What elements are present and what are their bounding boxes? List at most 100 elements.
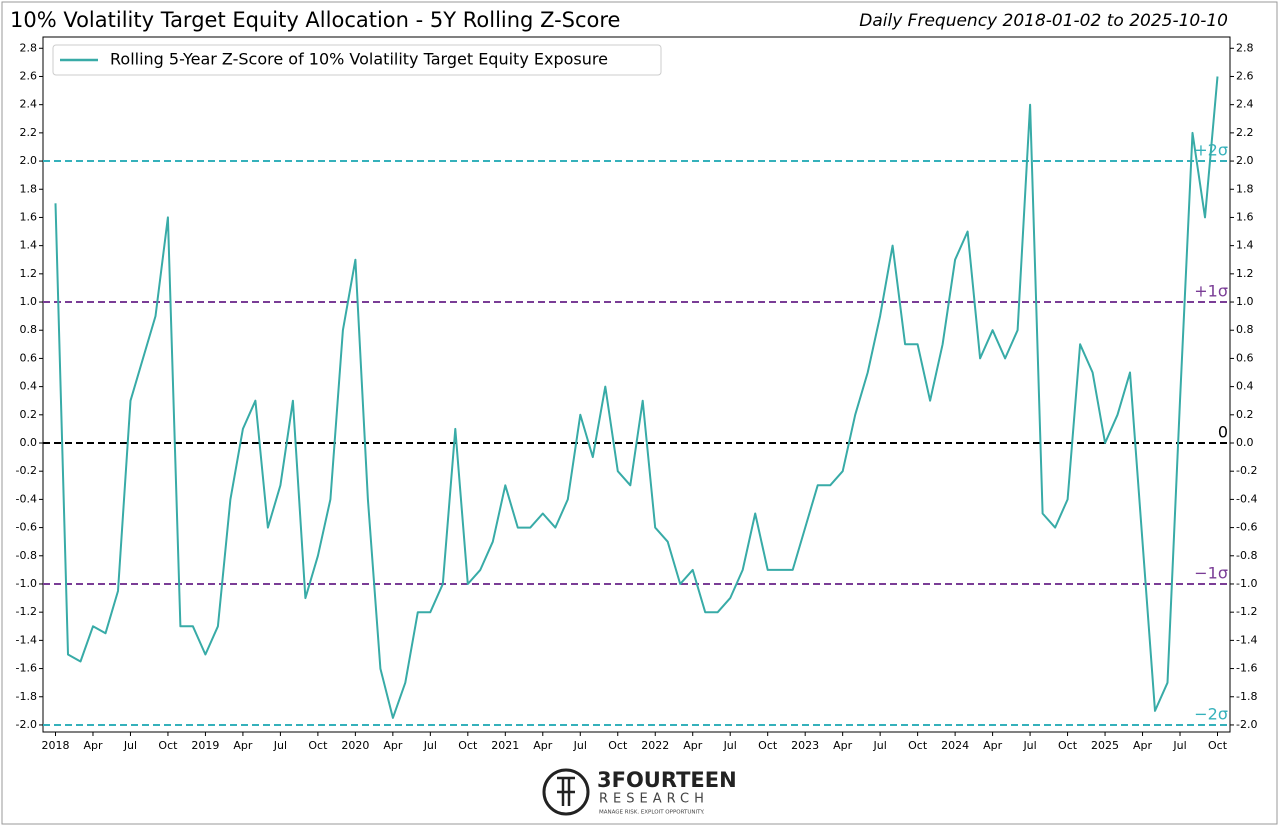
x-tick-label: Jul [573,739,587,752]
y-tick-label: 1.8 [20,182,38,195]
x-tick-label: Oct [1208,739,1228,752]
y-tick-label: 1.0 [20,295,38,308]
legend-label: Rolling 5-Year Z-Score of 10% Volatility… [110,50,608,69]
y-tick-label: 1.6 [1236,210,1254,223]
y-tick-label: 1.4 [1236,239,1254,252]
y-tick-label: -1.8 [1236,690,1257,703]
y-tick-label: 0.2 [1236,408,1254,421]
y-tick-label: 1.2 [1236,267,1254,280]
x-tick-label: Apr [383,739,403,752]
x-tick-label: 2024 [941,739,969,752]
y-tick-label: 1.6 [20,210,38,223]
y-tick-label: 2.0 [20,154,38,167]
x-tick-label: Oct [158,739,178,752]
y-tick-label: 0.6 [20,351,38,364]
x-tick-label: Apr [833,739,853,752]
reference-label: −1σ [1194,563,1228,582]
y-tick-label: 0.8 [1236,323,1254,336]
y-tick-label: 2.2 [1236,126,1254,139]
y-tick-label: -0.2 [16,464,37,477]
y-tick-label: -0.4 [1236,492,1257,505]
chart-title: 10% Volatility Target Equity Allocation … [10,8,620,32]
y-tick-label: -0.2 [1236,464,1257,477]
y-tick-label: -1.2 [1236,605,1257,618]
x-tick-label: Apr [683,739,703,752]
y-tick-label: -1.4 [16,633,37,646]
x-tick-label: Apr [533,739,553,752]
y-tick-label: 2.8 [1236,41,1254,54]
logo-icon [542,768,590,816]
y-tick-label: -1.0 [16,577,37,590]
x-tick-label: 2022 [641,739,669,752]
x-tick-label: Oct [308,739,328,752]
y-tick-label: 2.4 [1236,98,1254,111]
x-tick-label: Apr [233,739,253,752]
x-tick-label: 2020 [341,739,369,752]
y-tick-label: 0.4 [1236,380,1254,393]
y-tick-label: -0.6 [16,521,37,534]
y-tick-label: 1.4 [20,239,38,252]
logo-icon [557,776,575,806]
y-tick-label: 2.6 [20,69,38,82]
y-tick-label: 2.8 [20,41,38,54]
legend: Rolling 5-Year Z-Score of 10% Volatility… [52,44,662,76]
y-tick-label: 1.0 [1236,295,1254,308]
x-tick-label: Oct [608,739,628,752]
y-tick-label: 0.0 [1236,436,1254,449]
y-tick-label: 2.0 [1236,154,1254,167]
y-tick-label: -0.6 [1236,521,1257,534]
x-tick-label: Jul [423,739,437,752]
x-tick-label: Jul [123,739,137,752]
x-tick-label: 2023 [791,739,819,752]
x-tick-label: 2021 [491,739,519,752]
x-tick-label: Oct [908,739,928,752]
chart-subtitle: Daily Frequency 2018-01-02 to 2025-10-10 [859,11,1228,31]
y-tick-label: -1.2 [16,605,37,618]
x-tick-label: Jul [1022,739,1036,752]
y-tick-label: -1.6 [16,662,37,675]
x-tick-label: Oct [758,739,778,752]
x-tick-label: Oct [458,739,478,752]
x-tick-label: 2019 [191,739,219,752]
y-tick-label: -2.0 [1236,718,1257,731]
logo-sub: RESEARCH [599,792,709,807]
logo-name: 3FOURTEEN [597,768,737,792]
x-tick-label: Oct [1058,739,1078,752]
y-tick-label: -0.8 [1236,549,1257,562]
logo-tagline: MANAGE RISK. EXPLOIT OPPORTUNITY. [599,810,705,816]
y-tick-label: 0.6 [1236,351,1254,364]
series-line [54,76,1219,719]
x-tick-label: Jul [873,739,887,752]
reference-label: 0 [1218,423,1228,442]
x-tick-label: Jul [1172,739,1186,752]
y-tick-label: -2.0 [16,718,37,731]
y-tick-label: -1.8 [16,690,37,703]
reference-label: −2σ [1194,704,1228,723]
x-tick-label: 2018 [41,739,69,752]
y-tick-label: 2.2 [20,126,38,139]
y-tick-label: 0.0 [20,436,38,449]
x-tick-label: 2025 [1091,739,1119,752]
x-tick-label: Jul [273,739,287,752]
y-tick-label: 1.2 [20,267,38,280]
y-tick-label: -0.4 [16,492,37,505]
x-tick-label: Jul [723,739,737,752]
y-tick-label: 0.8 [20,323,38,336]
legend-box [52,44,662,76]
reference-label: +1σ [1194,282,1228,301]
y-tick-label: -0.8 [16,549,37,562]
y-tick-label: 0.2 [20,408,38,421]
y-tick-label: 2.6 [1236,69,1254,82]
x-tick-label: Apr [1133,739,1153,752]
y-tick-label: -1.4 [1236,633,1257,646]
x-tick-label: Apr [983,739,1003,752]
plot-area [42,36,1231,733]
x-tick-label: Apr [83,739,103,752]
y-tick-label: 1.8 [1236,182,1254,195]
y-tick-label: -1.6 [1236,662,1257,675]
y-tick-label: 0.4 [20,380,38,393]
y-tick-label: -1.0 [1236,577,1257,590]
y-tick-label: 2.4 [20,98,38,111]
